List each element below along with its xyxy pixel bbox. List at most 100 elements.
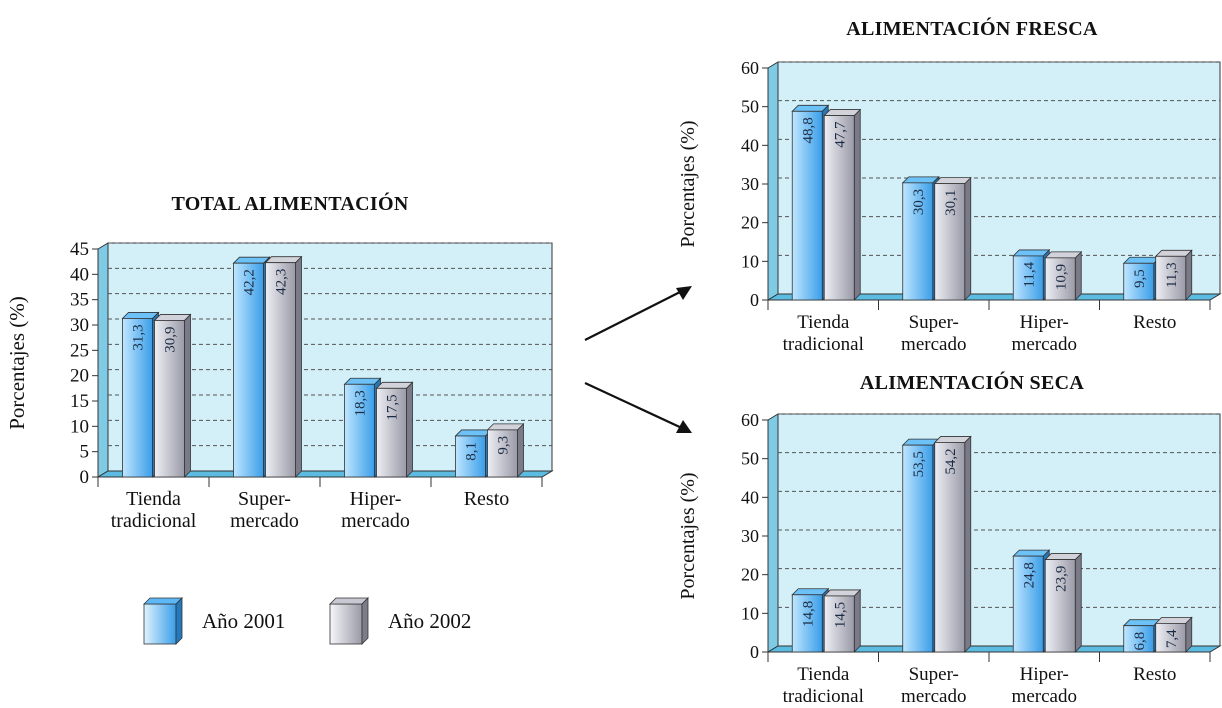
bar-top [264,256,303,264]
data-label: 30,3 [911,189,927,215]
x-tick-label: tradicional [783,686,864,707]
bar-top [1012,549,1051,557]
bar-top [1044,251,1083,259]
legend-item-2001: Año 2001 [140,596,285,646]
y-tick-label: 30 [741,526,759,546]
y-tick-label: 35 [70,290,89,311]
y-tick-label: 10 [70,416,89,437]
bar-side [853,588,861,653]
y-tick-label: 40 [741,487,759,507]
chart-title: ALIMENTACIÓN FRESCA [846,18,1098,40]
bar-top [823,109,862,116]
y-axis-label: Porcentajes (%) [5,296,29,430]
bar [1012,555,1044,653]
y-tick-label: 0 [750,642,759,662]
chart-panel-total: TOTAL ALIMENTACIÓN 0 5 10 15 20 25 30 35 40 45 Por… [0,185,580,555]
bar [1155,622,1187,653]
bar [934,183,966,301]
bar-chart-seca: 0 10 20 30 40 50 60 Porcentajes (%) Tiendatradic… [677,410,1222,707]
plot-side-wall [767,61,779,301]
bar [902,182,934,301]
bar-top [1012,249,1051,257]
bar [791,110,823,301]
y-tick-label: 40 [70,264,89,285]
bar-top [121,312,160,319]
data-label: 17,5 [385,394,401,420]
y-tick-label: 30 [741,174,759,194]
data-label: 7,4 [1164,629,1180,648]
bar [1123,625,1155,653]
x-tick-label: mercado [1012,334,1077,355]
bar-top [823,589,862,597]
bar [455,435,486,478]
bar [265,262,296,478]
bar-top [933,177,972,185]
data-label: 11,4 [1021,261,1037,287]
bar [823,115,855,301]
x-tick-label: mercado [901,686,966,707]
bar-top [343,377,382,385]
bar-top [1154,616,1193,624]
y-tick-label: 25 [70,340,89,361]
x-tick-label: mercado [901,334,966,355]
y-tick-label: 0 [750,290,759,310]
chart-title: ALIMENTACIÓN SECA [859,372,1085,394]
x-tick-label: Tienda [126,488,181,510]
x-tick-label: Hiper- [1020,664,1069,685]
data-label: 31,3 [131,324,147,350]
bar-top [375,381,414,389]
bar-side [1185,249,1193,301]
y-tick-label: 30 [70,315,89,336]
x-tick-label: Tienda [797,312,850,333]
x-tick-label: Super- [909,312,959,333]
legend-item-2002: Año 2002 [326,596,471,646]
data-label: 9,3 [496,436,512,455]
data-label: 8,1 [464,442,480,461]
bar-side [964,176,972,301]
bar [1012,255,1044,301]
arrow-to-fresca [584,286,692,341]
bar [122,318,153,478]
bar-top [791,588,830,596]
y-axis-label: Porcentajes (%) [677,120,699,247]
x-tick-label: mercado [1012,686,1077,707]
y-axis-label: Porcentajes (%) [677,472,699,599]
bar-top [153,314,192,321]
y-tick-label: 60 [741,58,759,78]
bar-chart-fresca: 0 10 20 30 40 50 60 Porcentajes (%) Tiendatradic… [677,58,1222,355]
data-label: 24,8 [1021,562,1037,588]
y-tick-label: 10 [741,251,759,271]
legend-label: Año 2002 [388,608,472,633]
bar [1123,262,1155,301]
bar-top [232,256,271,264]
y-tick-label: 20 [741,565,759,585]
x-tick-label: Super- [909,664,959,685]
bar [791,594,823,653]
bar-top [1122,256,1161,264]
legend-swatch-2002 [329,597,369,645]
data-label: 11,3 [1164,262,1180,288]
bar-top [901,438,940,446]
bar-side [295,255,302,478]
bar [1044,559,1076,653]
bar-side [1074,250,1082,301]
bar-side [517,422,524,478]
x-tick-label: mercado [230,510,299,532]
x-tick-label: mercado [341,510,410,532]
data-label: 14,5 [832,602,848,628]
bar-top [486,423,525,431]
data-label: 47,7 [832,121,848,148]
y-tick-label: 50 [741,449,759,469]
bar [1155,255,1187,301]
bar-side [1074,552,1082,653]
data-label: 48,8 [800,117,816,143]
x-tick-label: Resto [1133,664,1176,685]
bar-top [1044,553,1083,560]
chart-title: TOTAL ALIMENTACIÓN [171,193,409,215]
data-label: 23,9 [1053,566,1069,592]
legend: Año 2001 Año 2002 [140,596,500,646]
bar [344,383,375,478]
bar-top [901,176,940,184]
data-label: 42,3 [274,269,290,295]
bar-top [1154,249,1193,257]
